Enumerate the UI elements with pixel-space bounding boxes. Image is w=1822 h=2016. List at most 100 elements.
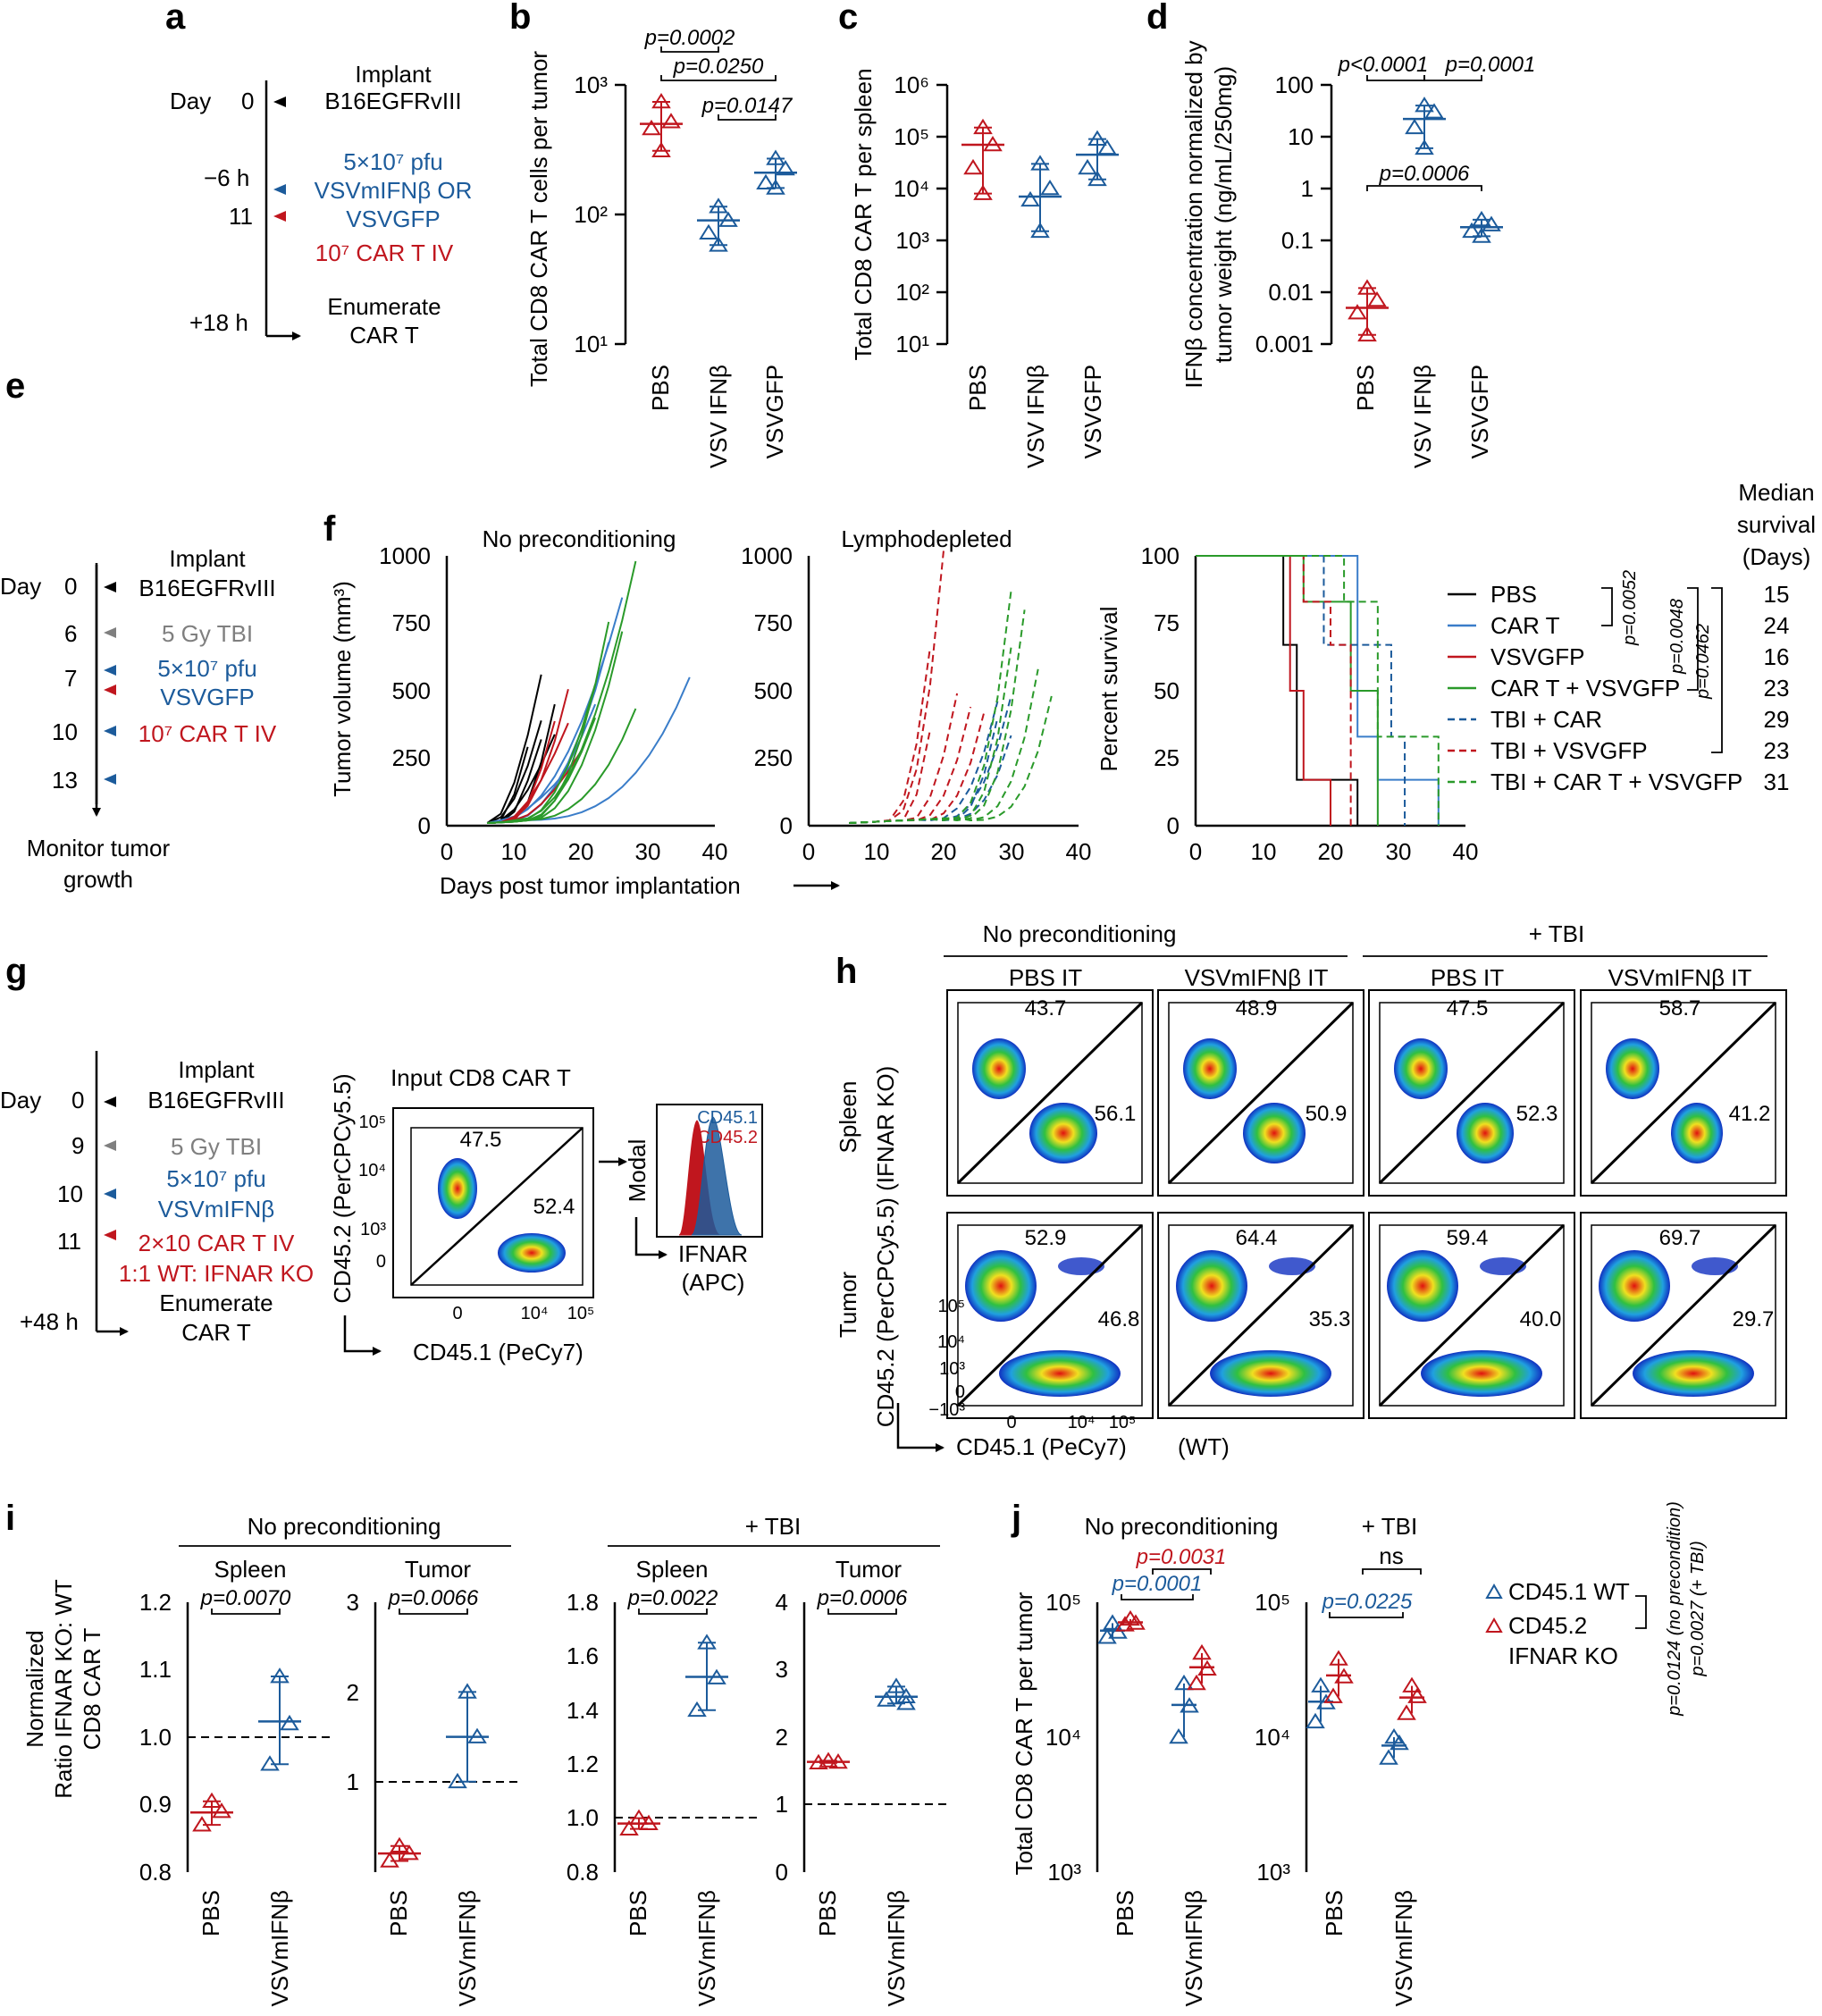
- f-left-curve: [486, 720, 542, 824]
- b-xtick-2: VSVGFP: [761, 365, 788, 458]
- f-surv-xtick-3: 30: [1386, 838, 1412, 865]
- c-points-point: [1078, 158, 1097, 175]
- j-legend-1: CD45.2: [1508, 1612, 1587, 1639]
- c-xtick-2: VSVGFP: [1079, 365, 1106, 458]
- i1-ytick-1: 1.1: [139, 1656, 172, 1683]
- h-spleen-upper-1: 48.9: [1236, 996, 1278, 1021]
- f-mid-growth-lines: [849, 550, 1053, 824]
- f-ylabel-surv: Percent survival: [1096, 607, 1122, 772]
- h-spleen-lower-2: 52.3: [1516, 1102, 1558, 1126]
- i-point: [390, 1836, 409, 1853]
- f-mid-xtick-4: 40: [1066, 838, 1092, 865]
- b-ytick-2: 10¹: [574, 331, 608, 357]
- panel-e: e Day 0 6 7 10 13 Implant B16EGFRvIII 5 …: [0, 366, 277, 893]
- d-points-point: [1357, 325, 1377, 342]
- f-median-3: 23: [1764, 675, 1790, 701]
- j1-ytick-1: 10⁴: [1045, 1724, 1081, 1751]
- f-mid-xtick-0: 0: [802, 838, 815, 865]
- h-ytick-2: 10³: [939, 1359, 965, 1379]
- a-virus-2: VSVGFP: [346, 206, 440, 232]
- g-flow-ytick-3: 0: [376, 1252, 386, 1272]
- b-points-point: [651, 141, 671, 158]
- c-ylabel: Total CD8 CAR T per spleen: [850, 68, 877, 360]
- d-points: [1346, 97, 1503, 342]
- j-point: [1311, 1676, 1331, 1693]
- b-ytick-1: 10²: [574, 201, 608, 228]
- f-surv-ytick-3: 25: [1154, 744, 1180, 771]
- h-plot-frame: [1580, 989, 1787, 1197]
- i3-ytick-1: 1.6: [567, 1642, 599, 1669]
- d-points-point: [1357, 279, 1377, 295]
- f-surv-xtick-4: 40: [1453, 838, 1479, 865]
- j2-ytick-1: 10⁴: [1255, 1724, 1290, 1751]
- c-ytick-0: 10⁶: [894, 71, 929, 98]
- i-point: [828, 1752, 848, 1769]
- f-legend-label-0: PBS: [1490, 581, 1537, 608]
- j-point: [1126, 1614, 1146, 1630]
- e-monitor-2: growth: [63, 866, 133, 893]
- g-cart-short: CAR T: [181, 1319, 251, 1346]
- j-point: [1115, 1616, 1135, 1632]
- a-time-1: −6 h: [204, 164, 249, 191]
- g-flow-ytick-1: 10⁴: [358, 1161, 386, 1180]
- g-flow-title: Input CD8 CAR T: [390, 1064, 571, 1091]
- i3-ytick-5: 0.8: [567, 1859, 599, 1886]
- f-mid-curve: [849, 668, 1039, 824]
- f-legend-label-1: CAR T: [1490, 612, 1560, 639]
- c-ytick-5: 10¹: [895, 331, 929, 357]
- j1-ytick-2: 10³: [1047, 1859, 1081, 1886]
- i-point: [458, 1683, 477, 1699]
- panel-label-b: b: [509, 0, 531, 37]
- i-point: [877, 1691, 896, 1707]
- h-tumor-upper-0: 52.9: [1025, 1226, 1067, 1250]
- f-left-ytick-4: 0: [418, 812, 431, 839]
- f-mid-curve: [849, 591, 1012, 824]
- g-flow-lower: 52.4: [533, 1195, 575, 1219]
- f-survival-6: [1196, 555, 1440, 826]
- h-col-3: VSVmIFNβ IT: [1608, 964, 1752, 991]
- f-left-curve: [487, 631, 624, 824]
- h-tumor-upper-1: 64.4: [1236, 1226, 1278, 1250]
- h-plot-frame: [946, 1212, 1154, 1419]
- panel-h: h No preconditioning + TBI PBS IT VSVmIF…: [835, 920, 1787, 1460]
- h-col-1: VSVmIFNβ IT: [1185, 964, 1329, 991]
- panel-label-g: g: [5, 952, 27, 991]
- f-mid-ytick-3: 250: [754, 744, 793, 771]
- b-xtick-1: VSV IFNβ: [705, 365, 732, 468]
- h-xtick-0: 0: [1006, 1413, 1016, 1432]
- e-tbi: 5 Gy TBI: [162, 620, 253, 647]
- b-points-point: [766, 179, 785, 195]
- panel-label-i: i: [5, 1499, 15, 1538]
- h-spleen-upper-2: 47.5: [1447, 996, 1489, 1021]
- b-ylabel: Total CD8 CAR T cells per tumor: [525, 51, 552, 388]
- i1-xtick-1: VSVmIFNβ: [266, 1890, 293, 2007]
- i-ylabel-1: Ratio IFNAR KO: WT: [50, 1579, 77, 1799]
- c-ytick-3: 10³: [895, 227, 929, 254]
- f-median-6: 31: [1764, 769, 1790, 795]
- h-ytick-0: 10⁵: [937, 1297, 965, 1316]
- h-plot-frame: [1368, 1212, 1575, 1419]
- f-legend-label-3: CAR T + VSVGFP: [1490, 675, 1680, 701]
- d-pval-2: p=0.0006: [1379, 162, 1470, 186]
- i-point: [697, 1634, 717, 1650]
- i3-ytick-2: 1.4: [567, 1697, 599, 1724]
- i4-ytick-2: 2: [776, 1724, 788, 1751]
- i2-xtick-0: PBS: [385, 1890, 412, 1936]
- i2-ytick-1: 2: [347, 1679, 359, 1706]
- c-points-point: [973, 118, 993, 135]
- h-plot-frame: [1368, 989, 1575, 1197]
- i2-xtick-1: VSVmIFNβ: [454, 1890, 481, 2007]
- h-tumor-lower-2: 40.0: [1520, 1307, 1562, 1331]
- d-xtick-2: VSVGFP: [1466, 365, 1493, 458]
- c-points-point: [1087, 170, 1107, 187]
- i2-ytick-2: 1: [347, 1768, 359, 1795]
- j-group-left: No preconditioning: [1085, 1513, 1279, 1540]
- g-flow-xtick-2: 10⁵: [567, 1304, 595, 1323]
- f-left-growth-lines: [486, 560, 691, 824]
- h-xlabel-suffix: (WT): [1178, 1433, 1230, 1460]
- h-tumor-upper-3: 69.7: [1659, 1226, 1701, 1250]
- d-points-point: [1462, 222, 1482, 239]
- f-surv-ytick-0: 100: [1141, 542, 1180, 569]
- f-title-left: No preconditioning: [483, 525, 676, 552]
